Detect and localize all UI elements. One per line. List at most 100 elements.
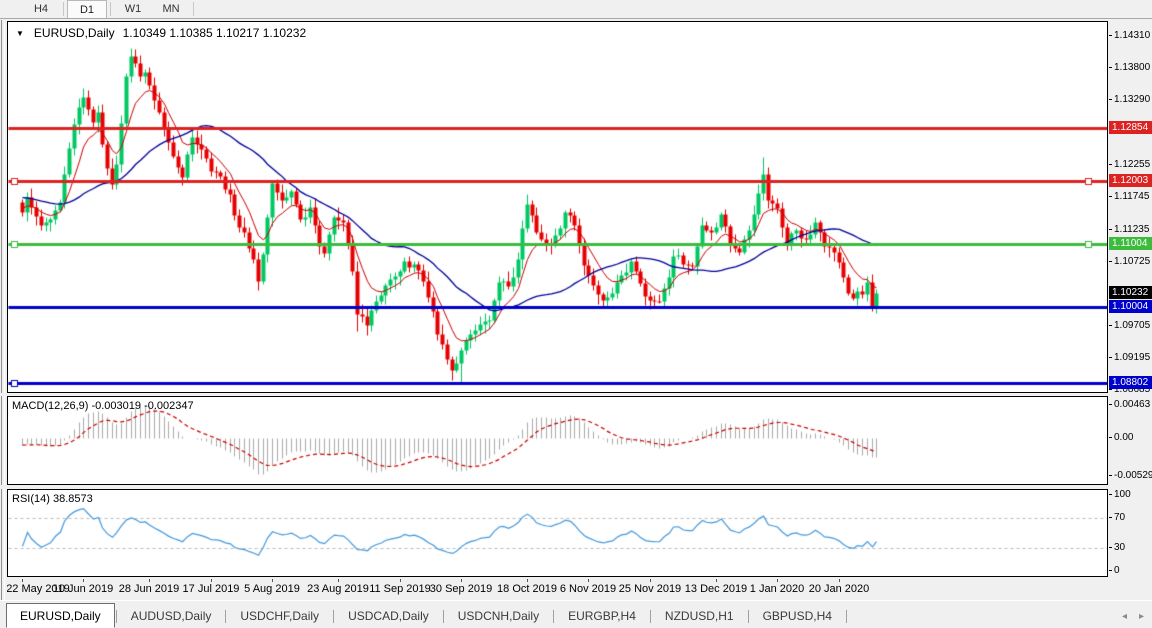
- tick-dash: [1109, 404, 1112, 406]
- rsi-axis-tick: 70: [1109, 512, 1152, 523]
- tab-separator: [442, 610, 444, 623]
- price-axis-tick: 1.13800: [1109, 62, 1152, 73]
- tick-dash: [1109, 356, 1112, 358]
- tick-dash: [1109, 164, 1112, 166]
- tick-dash: [1109, 437, 1112, 439]
- date-axis-label: 17 Jul 2019: [182, 583, 240, 595]
- date-tick-mark: [839, 579, 840, 582]
- price-axis-tick: 1.13290: [1109, 94, 1152, 105]
- tick-dash: [1109, 228, 1112, 230]
- date-tick-mark: [272, 579, 273, 582]
- chart-title: ▼ EURUSD,Daily 1.10349 1.10385 1.10217 1…: [16, 26, 306, 40]
- date-axis-label: 20 Jan 2020: [808, 583, 870, 595]
- tab-separator: [649, 610, 651, 623]
- price-axis-tick: 1.09195: [1109, 352, 1152, 363]
- timeframe-button-w1[interactable]: W1: [124, 3, 142, 15]
- date-axis-label: 5 Aug 2019: [244, 583, 300, 595]
- date-axis-label: 23 Aug 2019: [307, 583, 369, 595]
- macd-axis-tick: -0.005299: [1109, 470, 1152, 481]
- price-axis[interactable]: 1.143101.138001.132901.127801.122551.117…: [1109, 20, 1152, 600]
- price-axis-tick: 1.11235: [1109, 224, 1152, 235]
- macd-indicator-label: MACD(12,26,9) -0.003019 -0.002347: [12, 400, 194, 412]
- timeframe-button-d1[interactable]: D1: [67, 0, 107, 18]
- tick-dash: [1109, 35, 1112, 36]
- tick-dash: [1109, 196, 1112, 198]
- price-level-badge: 1.10004: [1109, 299, 1152, 313]
- price-axis-tick: 1.11745: [1109, 191, 1152, 202]
- tab-separator: [747, 610, 749, 623]
- chart-tab-usdcad-daily[interactable]: USDCAD,Daily: [348, 609, 429, 623]
- pane-separator[interactable]: [0, 393, 1152, 396]
- price-axis-tick: 1.09705: [1109, 320, 1152, 331]
- tick-dash: [1109, 570, 1112, 571]
- rsi-axis-tick: 100: [1109, 489, 1152, 500]
- date-tick-mark: [83, 579, 84, 582]
- price-axis-tick: 1.08685: [1109, 384, 1152, 395]
- chart-tab-audusd-daily[interactable]: AUDUSD,Daily: [130, 609, 212, 623]
- main-price-pane-canvas[interactable]: [7, 21, 1108, 393]
- date-axis-label: 1 Jan 2020: [749, 583, 805, 595]
- chart-ohlc-values: 1.10349 1.10385 1.10217 1.10232: [122, 26, 307, 40]
- date-tick-mark: [400, 579, 401, 582]
- tab-separator: [225, 610, 227, 623]
- scroll-left-arrow-icon[interactable]: ◂: [1121, 611, 1127, 622]
- date-tick-mark: [22, 579, 23, 582]
- date-axis-label: 11 Sep 2019: [369, 583, 431, 595]
- date-tick-mark: [149, 579, 150, 582]
- chart-tab-gbpusd-h4[interactable]: GBPUSD,H4: [762, 609, 832, 623]
- macd-pane-canvas[interactable]: [7, 396, 1108, 485]
- pane-separator[interactable]: [0, 485, 1152, 489]
- date-tick-mark: [461, 579, 462, 582]
- price-level-badge: 1.10232: [1109, 285, 1152, 299]
- toolbar-separator: [63, 2, 64, 16]
- date-axis-label: 6 Nov 2019: [559, 583, 617, 595]
- date-axis-label: 13 Dec 2019: [684, 583, 748, 595]
- date-tick-mark: [211, 579, 212, 582]
- tick-dash: [1109, 494, 1112, 495]
- tick-dash: [1109, 389, 1112, 390]
- timeframe-toolbar: H4 D1 W1 MN: [0, 0, 1152, 19]
- tick-dash: [1109, 516, 1112, 518]
- date-axis[interactable]: 22 May 2019 10 Jun 2019 28 Jun 2019 17 Jul …: [7, 579, 1109, 598]
- chart-tab-eurusd-daily[interactable]: EURUSD,Daily: [6, 603, 115, 628]
- tab-separator: [115, 610, 117, 623]
- window-edge-groove: [1, 20, 5, 628]
- price-level-badge: 1.12003: [1109, 174, 1152, 188]
- tick-dash: [1109, 260, 1112, 262]
- timeframe-button-mn[interactable]: MN: [162, 3, 180, 15]
- date-tick-mark: [588, 579, 589, 582]
- chart-tab-eurgbp-h4[interactable]: EURGBP,H4: [568, 609, 636, 623]
- date-axis-label: 22 May 2019: [7, 583, 70, 595]
- date-axis-label: 18 Oct 2019: [497, 583, 557, 595]
- rsi-pane-canvas[interactable]: [7, 489, 1108, 577]
- price-level-badge: 1.08802: [1109, 375, 1152, 389]
- toolbar-separator: [110, 2, 111, 16]
- chart-tab-bar: EURUSD,Daily AUDUSD,Daily USDCHF,Daily USDC…: [0, 600, 1152, 628]
- chart-dropdown-icon[interactable]: ▼: [16, 28, 24, 38]
- chart-tab-usdcnh-daily[interactable]: USDCNH,Daily: [457, 609, 540, 623]
- tick-dash: [1109, 547, 1112, 549]
- macd-axis-tick: 0.00: [1109, 432, 1152, 443]
- chart-tab-nzdusd-h1[interactable]: NZDUSD,H1: [664, 609, 734, 623]
- date-axis-label: 25 Nov 2019: [618, 583, 682, 595]
- rsi-indicator-label: RSI(14) 38.8573: [12, 493, 93, 505]
- date-tick-mark: [527, 579, 528, 582]
- price-axis-tick: 1.12255: [1109, 159, 1152, 170]
- date-tick-mark: [716, 579, 717, 582]
- tick-dash: [1109, 475, 1112, 477]
- tick-dash: [1109, 67, 1112, 69]
- price-level-badge: 1.11004: [1109, 237, 1152, 251]
- chart-tab-usdchf-daily[interactable]: USDCHF,Daily: [240, 609, 320, 623]
- price-level-badge: 1.12854: [1109, 120, 1152, 134]
- tab-separator: [845, 610, 847, 623]
- rsi-axis-tick: 0: [1109, 565, 1152, 576]
- date-tick-mark: [338, 579, 339, 582]
- tick-dash: [1109, 324, 1112, 326]
- timeframe-button-h4[interactable]: H4: [33, 3, 49, 15]
- price-axis-tick: 1.14310: [1109, 30, 1152, 41]
- chart-symbol-label: EURUSD,Daily: [33, 26, 115, 40]
- date-axis-label: 10 Jun 2019: [52, 583, 114, 595]
- scroll-right-arrow-icon[interactable]: ▸: [1138, 611, 1144, 622]
- date-tick-mark: [777, 579, 778, 582]
